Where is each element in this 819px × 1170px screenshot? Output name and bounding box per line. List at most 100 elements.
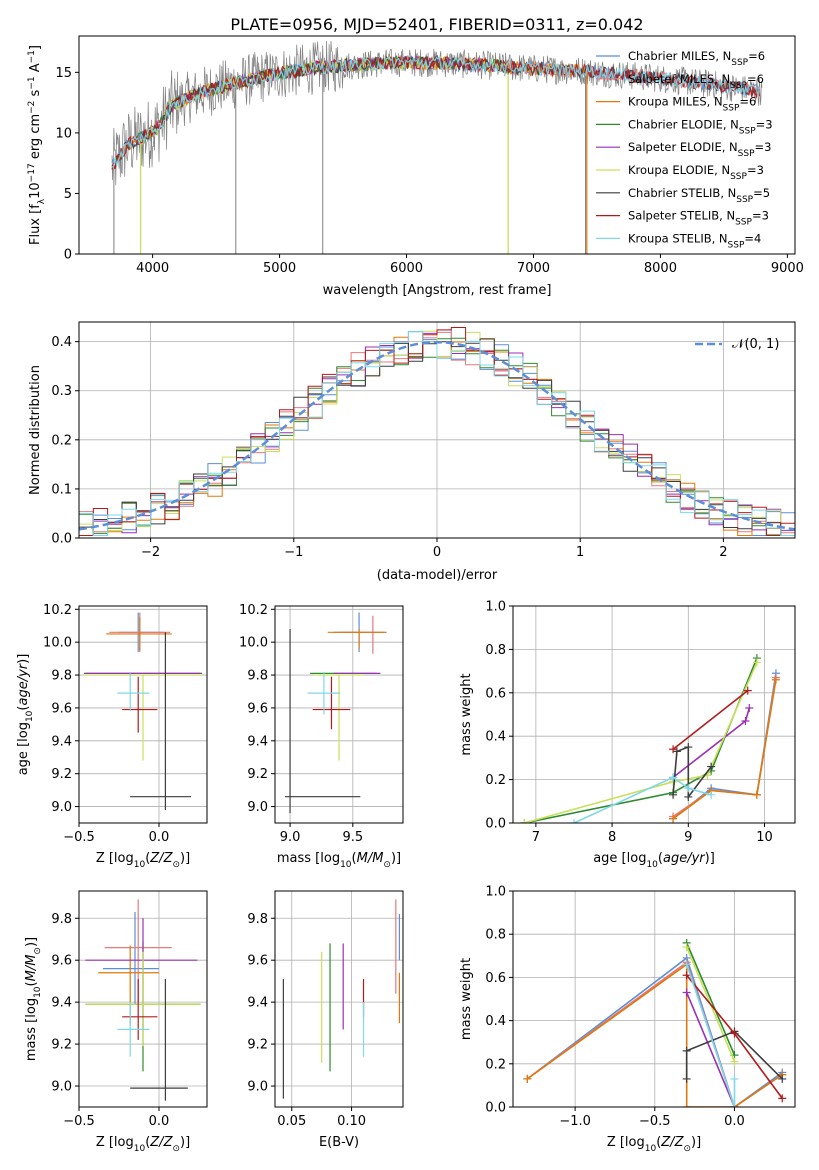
y-tick-label: 0 (64, 248, 72, 263)
x-tick-label: 7 (532, 830, 540, 845)
x-axis-label: Z [log10(Z/Z⊙)] (607, 1135, 701, 1154)
histogram-ks (79, 331, 795, 536)
weight-line-ss (672, 689, 749, 750)
y-tick-label: 9.0 (247, 800, 268, 815)
weight-marker-ke (730, 1057, 739, 1066)
legend-label-ks: Kroupa STELIB, NSSP=4 (628, 231, 761, 250)
panel-massweight_vs_age: 7 8 9 10 0.0 0.2 0.4 0.6 0.8 1.0 mass weight age [l… (459, 600, 796, 870)
axes-frame (78, 890, 208, 1108)
errorbar-sm (340, 615, 374, 654)
y-tick-label: 0.8 (485, 928, 506, 943)
panel-massweight_vs_Z: −1.0 −0.5 0.0 0.0 0.2 0.4 0.6 0.8 1.0 mass weight… (459, 885, 796, 1154)
errorbar-ke (85, 951, 201, 1047)
panel-age_vs_Z: −0.5 0.0 9.0 9.2 9.4 9.6 9.8 10.0 10.2 Z [log10(Z… (16, 603, 208, 870)
y-tick-label: 15 (55, 66, 72, 81)
errorbar-cs (130, 632, 191, 810)
plot-area-age_vs_Z (83, 612, 203, 810)
panel-mass_vs_Z: −0.5 0.0 9.0 9.2 9.4 9.6 9.8 Z [log10(Z/Z⊙)] mas… (24, 890, 208, 1154)
y-tick-label: 0.2 (485, 1057, 506, 1072)
x-tick-label: 9000 (771, 261, 804, 276)
y-tick-label: 0.0 (51, 532, 72, 547)
axes-frame (78, 35, 796, 255)
y-tick-label: 9.6 (247, 701, 268, 716)
y-tick-label: 9.2 (51, 767, 72, 782)
errorbar-km (98, 945, 159, 1026)
x-axis-label: Z [log10(Z/Z⊙)] (96, 1135, 190, 1154)
weight-marker-cs (707, 762, 716, 771)
x-tick-label: 0.0 (724, 1114, 745, 1129)
weight-marker-ks (682, 960, 691, 969)
errorbar-cm (103, 911, 159, 1005)
weight-line-km (672, 679, 777, 820)
x-tick-label: 6000 (390, 261, 423, 276)
x-tick-label: 5000 (263, 261, 296, 276)
x-tick-label: −1.0 (559, 1114, 591, 1129)
legend-label-km: Kroupa MILES, NSSP=6 (628, 95, 756, 114)
weight-marker-ks (707, 790, 716, 799)
x-tick-label: −0.5 (639, 1114, 671, 1129)
x-tick-label: −0.5 (63, 1114, 95, 1129)
axes-frame (512, 890, 796, 1108)
errorbar-ke (313, 674, 365, 761)
weight-marker-ss (669, 745, 678, 754)
errorbar-cs (130, 979, 188, 1101)
x-axis-label: Z [log10(Z/Z⊙)] (96, 851, 190, 870)
x-tick-label: 1 (576, 545, 584, 560)
weight-marker-ss (778, 1094, 787, 1103)
x-tick-label: −2 (141, 545, 160, 560)
normal-curve (79, 340, 795, 531)
y-tick-label: 0.4 (51, 335, 72, 350)
weight-marker-km (669, 814, 678, 823)
x-tick-label: 4000 (136, 261, 169, 276)
x-tick-label: 0 (433, 545, 441, 560)
errorbar-ks (117, 673, 150, 712)
x-tick-label: 0.0 (149, 1114, 170, 1129)
weight-line-ks (573, 776, 712, 823)
panel-mass_vs_ebv: 0.05 0.10 9.0 9.2 9.4 9.6 9.8 E(B-V) (247, 890, 404, 1150)
errorbar-se (85, 918, 198, 1032)
y-axis-label: mass weight (459, 673, 474, 755)
x-tick-label: 7000 (517, 261, 550, 276)
y-tick-label: 9.4 (247, 996, 268, 1011)
weight-line-km (526, 962, 783, 1107)
weight-marker-ks (569, 819, 578, 823)
y-tick-label: 9.4 (51, 996, 72, 1011)
y-tick-label: 9.8 (51, 669, 72, 684)
weight-marker-se (745, 703, 754, 712)
legend-label-ss: Salpeter STELIB, NSSP=3 (628, 209, 769, 228)
y-axis-label: age [log10(age/yr)] (16, 654, 35, 776)
x-tick-label: 0.0 (149, 830, 170, 845)
plot-area-spectrum (111, 40, 763, 254)
y-tick-label: 9.0 (247, 1080, 268, 1095)
x-axis-label: mass [log10(M/M⊙)] (277, 851, 401, 870)
weight-marker-km (752, 790, 761, 799)
weight-marker-cs (669, 790, 678, 799)
y-tick-label: 9.2 (247, 1038, 268, 1053)
weight-line-ce (685, 942, 736, 1056)
plot-area-mass_vs_ebv (282, 899, 401, 1099)
x-axis-label: wavelength [Angstrom, rest frame] (323, 283, 552, 298)
y-tick-label: 10.2 (239, 603, 268, 618)
y-tick-label: 1.0 (485, 885, 506, 900)
errorbar-ss (122, 979, 158, 1040)
y-tick-label: 0.4 (485, 730, 506, 745)
weight-marker-ke (682, 943, 691, 952)
y-tick-label: 9.8 (247, 669, 268, 684)
y-tick-label: 9.4 (51, 734, 72, 749)
y-tick-label: 10 (55, 126, 72, 141)
x-tick-label: 2 (719, 545, 727, 560)
plot-area-mass_vs_Z (85, 899, 201, 1101)
y-tick-label: 9.6 (247, 954, 268, 969)
weight-marker-ss (682, 971, 691, 980)
weight-marker-ks (730, 1103, 739, 1107)
weight-line-ke (524, 662, 758, 823)
x-tick-label: 9.5 (342, 830, 363, 845)
y-tick-label: 0.8 (485, 643, 506, 658)
legend-label-sm: Salpeter MILES, NSSP=6 (628, 72, 764, 91)
y-tick-label: 9.8 (51, 912, 72, 927)
y-tick-label: 9.2 (51, 1038, 72, 1053)
y-axis-label: Normed distribution (28, 365, 43, 495)
weight-line-se (685, 992, 736, 1107)
y-tick-label: 10.0 (239, 636, 268, 651)
